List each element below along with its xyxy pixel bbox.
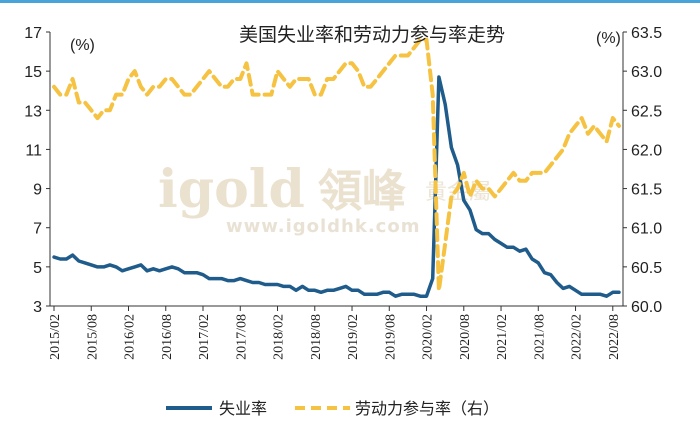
left-tick-label: 9: [33, 182, 42, 199]
series-participation-line: [52, 37, 621, 293]
right-tick-label: 60.0: [631, 299, 662, 316]
x-tick-label: 2022/02: [570, 314, 585, 360]
x-tick-label: 2018/02: [272, 314, 287, 360]
series-unemployment-line: [52, 75, 621, 298]
x-tick-label: 2019/02: [346, 314, 361, 360]
left-axis-unit: (%): [70, 37, 95, 54]
watermark-chinese: 領峰: [318, 166, 406, 217]
right-tick-label: 62.5: [631, 103, 662, 120]
legend-label-participation: 劳动力参与率（右）: [355, 399, 499, 418]
left-tick-label: 5: [33, 260, 42, 277]
x-tick-label: 2022/08: [607, 314, 622, 360]
right-tick-label: 63.5: [631, 25, 662, 42]
watermark-url: www.igoldhk.com: [226, 216, 420, 237]
left-tick-label: 11: [25, 142, 42, 159]
axes: 17 15 13 11 9 7 5 3 63.5 63.0 62.5 62.0 61.5 61.0 60.5…: [24, 25, 662, 360]
right-tick-label: 60.5: [631, 260, 662, 277]
left-tick-label: 7: [33, 221, 42, 238]
left-tick-label: 3: [33, 299, 42, 316]
watermark: igold 領峰 貴金屬 www.igoldhk.com: [158, 159, 491, 237]
right-tick-label: 61.5: [631, 182, 662, 199]
left-tick-label: 13: [24, 103, 42, 120]
x-tick-label: 2015/08: [85, 314, 100, 360]
x-tick-label: 2020/08: [458, 314, 473, 360]
x-tick-label: 2019/08: [383, 314, 398, 360]
x-tick-label: 2017/02: [197, 314, 212, 360]
right-tick-label: 63.0: [631, 64, 662, 81]
left-tick-label: 17: [24, 25, 42, 42]
x-tick-label: 2017/08: [234, 314, 249, 360]
x-tick-label: 2020/02: [421, 314, 436, 360]
chart-title: 美国失业率和劳动力参与率走势: [239, 24, 505, 46]
x-tick-label: 2018/08: [309, 314, 324, 360]
legend: 失业率 劳动力参与率（右）: [166, 399, 499, 418]
left-tick-label: 15: [24, 64, 42, 81]
top-accent-line: [0, 0, 700, 3]
x-tick-label: 2021/02: [495, 314, 510, 360]
x-tick-label: 2016/08: [160, 314, 175, 360]
x-tick-label: 2016/02: [123, 314, 138, 360]
right-axis-unit: (%): [596, 30, 621, 47]
watermark-brand: igold: [158, 159, 305, 220]
right-tick-label: 62.0: [631, 142, 662, 159]
legend-label-unemployment: 失业率: [219, 399, 267, 418]
x-tick-label: 2021/08: [532, 314, 547, 360]
x-tick-label: 2015/02: [48, 314, 63, 360]
right-tick-label: 61.0: [631, 221, 662, 238]
plot-area: [52, 37, 621, 298]
